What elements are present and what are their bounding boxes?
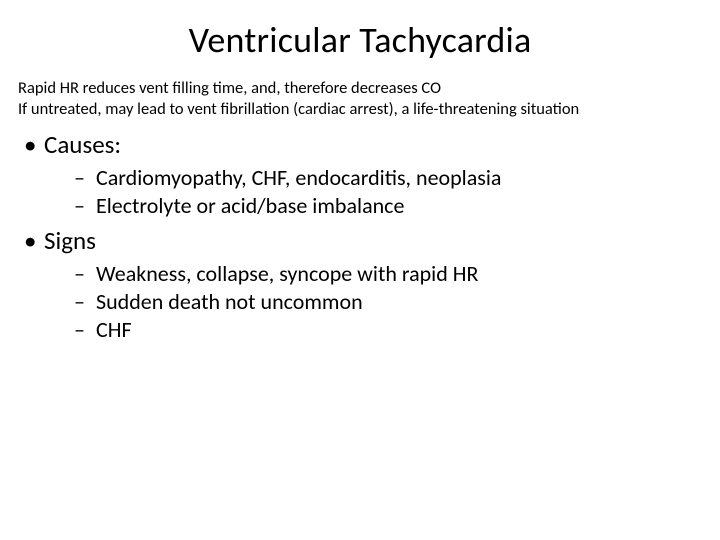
slide: Ventricular Tachycardia Rapid HR reduces…: [0, 0, 720, 540]
section-causes: Causes: Cardiomyopathy, CHF, endocarditi…: [18, 129, 702, 220]
list-item: Electrolyte or acid/base imbalance: [44, 192, 702, 220]
list-item: Weakness, collapse, syncope with rapid H…: [44, 260, 702, 288]
bullet-list: Causes: Cardiomyopathy, CHF, endocarditi…: [18, 129, 702, 344]
intro-line-1: Rapid HR reduces vent filling time, and,…: [18, 78, 702, 99]
intro-line-2: If untreated, may lead to vent fibrillat…: [18, 99, 702, 120]
section-signs: Signs Weakness, collapse, syncope with r…: [18, 225, 702, 344]
intro-block: Rapid HR reduces vent filling time, and,…: [18, 78, 702, 119]
signs-sublist: Weakness, collapse, syncope with rapid H…: [44, 260, 702, 344]
section-label: Signs: [44, 225, 96, 256]
list-item: CHF: [44, 316, 702, 344]
causes-sublist: Cardiomyopathy, CHF, endocarditis, neopl…: [44, 164, 702, 220]
slide-title: Ventricular Tachycardia: [18, 18, 702, 62]
list-item: Sudden death not uncommon: [44, 288, 702, 316]
section-label: Causes:: [44, 129, 121, 160]
list-item: Cardiomyopathy, CHF, endocarditis, neopl…: [44, 164, 702, 192]
